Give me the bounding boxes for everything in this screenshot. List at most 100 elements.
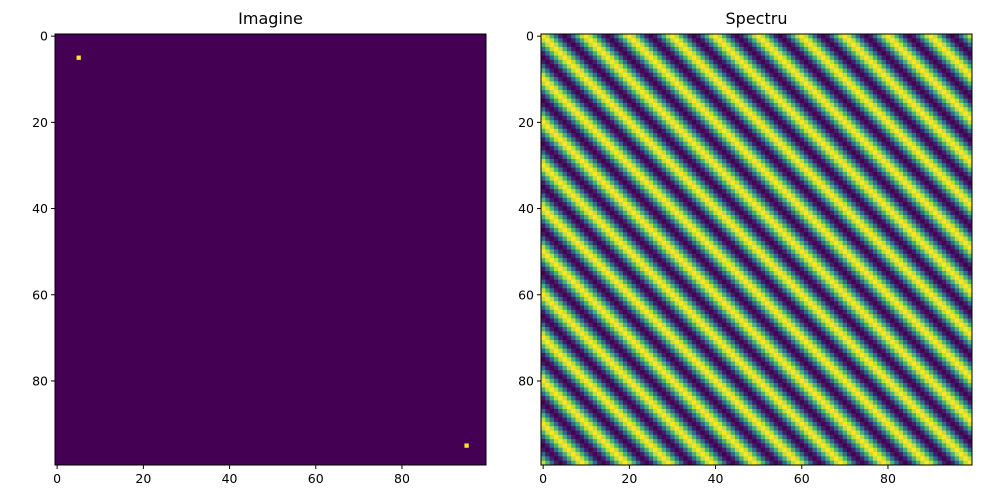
heatmap-cell: [933, 42, 938, 48]
heatmap-cell: [864, 68, 869, 74]
heatmap-cell: [657, 167, 663, 173]
heatmap-cell: [674, 94, 680, 99]
heatmap-cell: [890, 68, 895, 74]
heatmap-cell: [842, 202, 848, 207]
heatmap-cell: [937, 124, 943, 130]
heatmap-cell: [825, 59, 831, 65]
heatmap-cell: [890, 146, 895, 151]
heatmap-cell: [734, 193, 740, 199]
heatmap-cell: [859, 51, 865, 56]
heatmap-cell: [829, 150, 835, 156]
heatmap-cell: [829, 171, 835, 177]
heatmap-cell: [726, 51, 731, 56]
heatmap-cell: [648, 55, 654, 61]
heatmap-cell: [665, 38, 671, 43]
heatmap-cell: [885, 189, 891, 194]
heatmap-cell: [877, 202, 882, 207]
heatmap-cell: [795, 51, 800, 56]
heatmap-cell: [928, 124, 934, 130]
heatmap-cell: [924, 107, 930, 112]
heatmap-cell: [872, 227, 878, 233]
heatmap-cell: [941, 163, 947, 168]
heatmap-cell: [885, 81, 891, 87]
heatmap-cell: [808, 98, 813, 104]
heatmap-cell: [911, 176, 917, 181]
heatmap-cell: [773, 68, 779, 74]
heatmap-cell: [903, 81, 908, 87]
heatmap-cell: [545, 180, 550, 186]
heatmap-cell: [950, 236, 956, 242]
heatmap-cell: [747, 232, 753, 237]
heatmap-cell: [584, 102, 589, 108]
heatmap-cell: [752, 154, 757, 160]
heatmap-cell: [635, 72, 641, 78]
heatmap-cell: [842, 232, 848, 237]
heatmap-cell: [635, 141, 641, 147]
heatmap-cell: [799, 171, 805, 177]
heatmap-cell: [950, 107, 956, 112]
heatmap-cell: [713, 120, 719, 125]
heatmap-cell: [601, 197, 606, 203]
heatmap-cell: [890, 137, 895, 143]
heatmap-cell: [838, 163, 844, 168]
heatmap-cell: [743, 64, 749, 69]
heatmap-cell: [838, 115, 844, 121]
heatmap-cell: [545, 150, 550, 156]
heatmap-cell: [579, 137, 585, 143]
heatmap-cell: [842, 34, 848, 39]
heatmap-cell: [553, 51, 559, 56]
heatmap-cell: [683, 77, 688, 82]
heatmap-cell: [713, 51, 719, 56]
heatmap-cell: [691, 223, 697, 229]
heatmap-cell: [571, 227, 576, 233]
heatmap-cell: [898, 38, 904, 43]
heatmap-cell: [575, 90, 581, 95]
heatmap-cell: [644, 59, 650, 65]
heatmap-cell: [821, 141, 826, 147]
heatmap-cell: [877, 137, 882, 143]
heatmap-cell: [778, 115, 783, 121]
heatmap-cell: [734, 111, 740, 117]
heatmap-cell: [803, 115, 809, 121]
heatmap-cell: [950, 137, 956, 143]
heatmap-cell: [717, 240, 723, 246]
heatmap-cell: [928, 184, 934, 190]
heatmap-cell: [709, 124, 714, 130]
heatmap-cell: [670, 193, 675, 199]
heatmap-cell: [954, 85, 960, 91]
heatmap-cell: [687, 90, 693, 95]
heatmap-cell: [665, 227, 671, 233]
heatmap-cell: [868, 81, 874, 87]
heatmap-cell: [872, 128, 878, 134]
heatmap-cell: [592, 189, 598, 194]
heatmap-cell: [907, 150, 913, 156]
heatmap-cell: [881, 227, 887, 233]
heatmap-cell: [907, 146, 913, 151]
heatmap-cell: [859, 219, 865, 224]
heatmap-cell: [588, 245, 594, 250]
heatmap-cell: [648, 137, 654, 143]
heatmap-cell: [881, 215, 887, 220]
heatmap-cell: [601, 171, 606, 177]
heatmap-cell: [584, 210, 589, 216]
heatmap-cell: [739, 90, 744, 95]
heatmap-cell: [795, 59, 800, 65]
heatmap-cell: [726, 124, 731, 130]
heatmap-cell: [713, 171, 719, 177]
heatmap-cell: [877, 219, 882, 224]
heatmap-cell: [678, 42, 684, 48]
heatmap-cell: [881, 137, 887, 143]
heatmap-cell: [717, 150, 723, 156]
heatmap-cell: [584, 98, 589, 104]
heatmap-cell: [717, 236, 723, 242]
heatmap-cell: [795, 193, 800, 199]
heatmap-cell: [614, 202, 619, 207]
heatmap-cell: [890, 184, 895, 190]
heatmap-cell: [730, 202, 736, 207]
heatmap-cell: [941, 46, 947, 52]
heatmap-cell: [653, 64, 658, 69]
heatmap-cell: [842, 236, 848, 242]
heatmap-cell: [799, 227, 805, 233]
heatmap-cell: [752, 223, 757, 229]
heatmap-cell: [579, 189, 585, 194]
